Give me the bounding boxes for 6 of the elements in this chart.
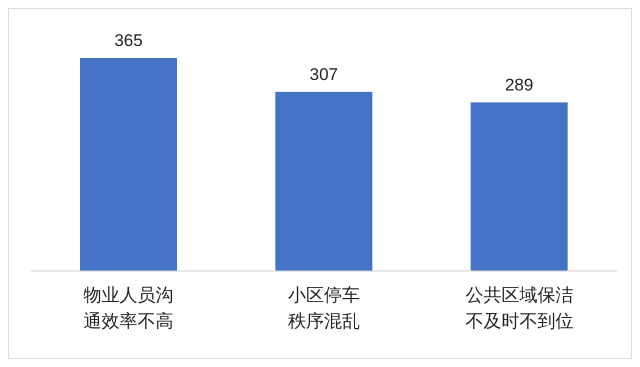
data-label: 307: [310, 64, 338, 84]
data-label: 289: [504, 75, 534, 94]
x-tick-label: 公共区域保洁不及时不到位: [465, 285, 574, 332]
data-label: 365: [114, 31, 143, 50]
x-tick-label: 物业人员沟通效率不高: [84, 285, 174, 332]
x-tick-label: 小区停车秩序混乱: [288, 285, 360, 332]
